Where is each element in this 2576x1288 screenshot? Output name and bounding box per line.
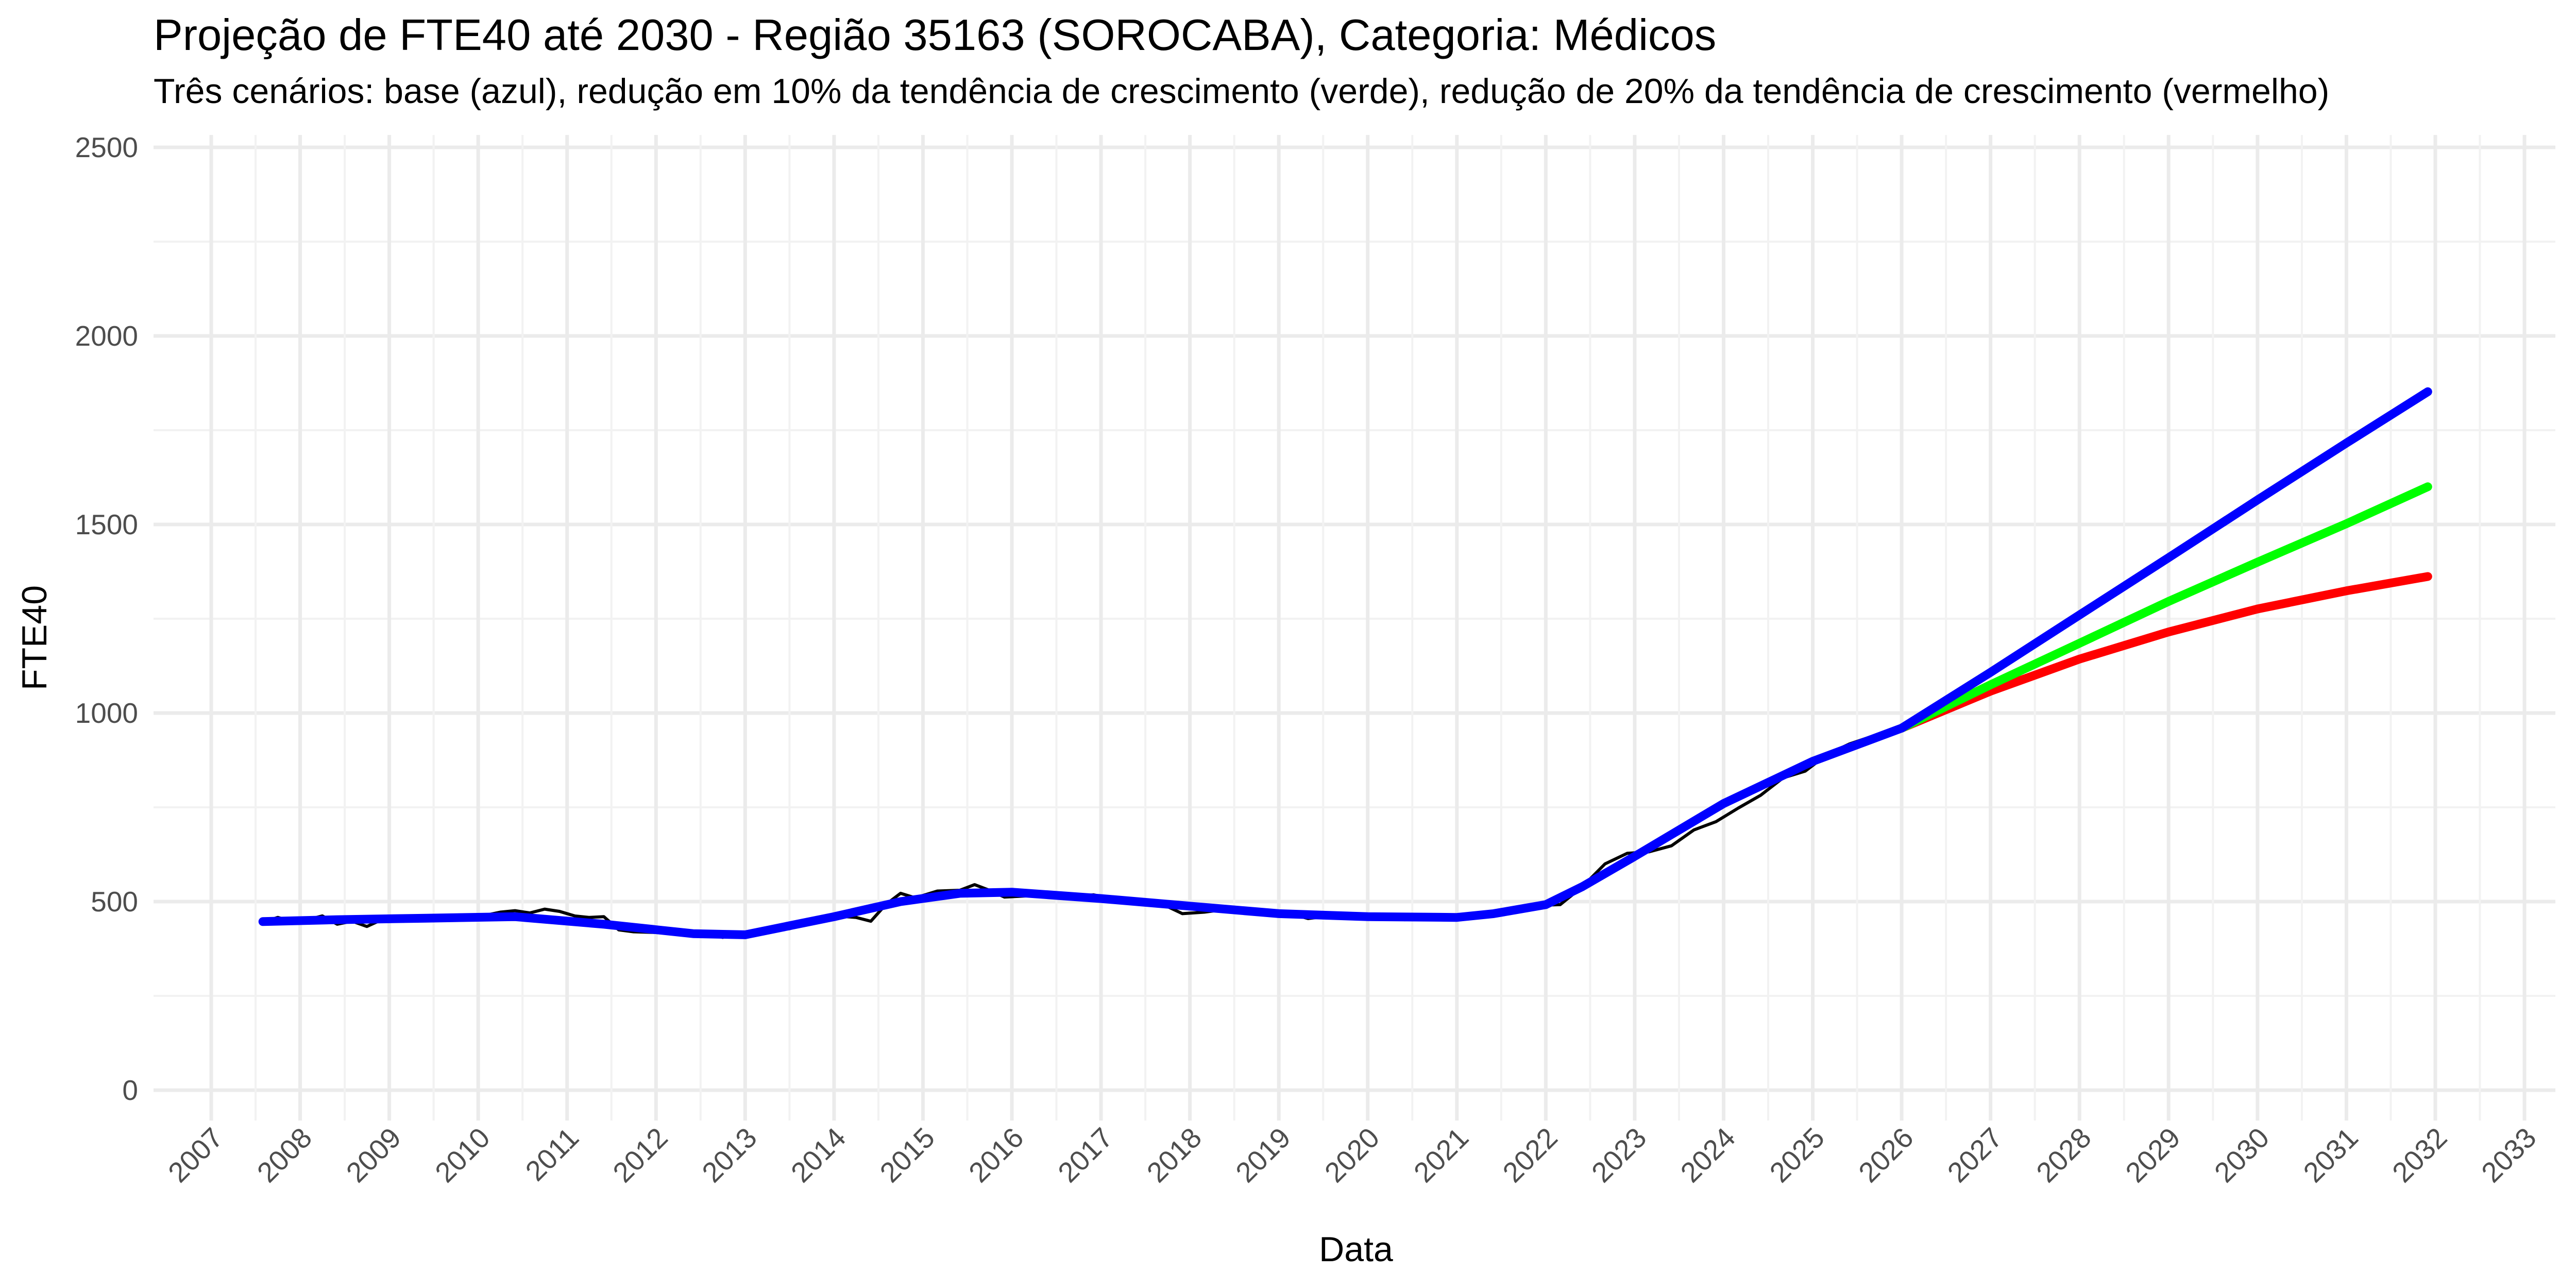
- x-tick-label: 2015: [874, 1122, 941, 1189]
- x-tick-label: 2032: [2386, 1122, 2453, 1189]
- series-line-azul: [258, 387, 2432, 939]
- series-line-observed: [261, 726, 1904, 939]
- x-tick-label: 2013: [696, 1122, 762, 1189]
- x-tick-label: 2022: [1497, 1122, 1564, 1189]
- x-tick-label: 2031: [2297, 1122, 2364, 1189]
- chart-title: Projeção de FTE40 até 2030 - Região 3516…: [154, 11, 1717, 60]
- series-line-verde: [1897, 482, 2432, 733]
- x-tick-label: 2023: [1585, 1122, 1652, 1189]
- y-tick-label: 0: [122, 1074, 138, 1106]
- y-axis-title: FTE40: [15, 585, 54, 690]
- y-tick-label: 1500: [75, 509, 138, 540]
- y-tick-labels: 0 500 1000 1500 2000 2500: [75, 131, 138, 1106]
- chart-subtitle: Três cenários: base (azul), redução em 1…: [154, 72, 2330, 111]
- x-tick-label: 2017: [1052, 1122, 1118, 1189]
- x-tick-label: 2009: [340, 1122, 407, 1189]
- x-tick-label: 2029: [2119, 1122, 2186, 1189]
- x-tick-label: 2025: [1764, 1122, 1831, 1189]
- gridlines: [154, 135, 2555, 1121]
- y-tick-label: 2500: [75, 131, 138, 163]
- x-tick-label: 2018: [1141, 1122, 1208, 1189]
- x-tick-label: 2030: [2208, 1122, 2275, 1189]
- y-tick-label: 500: [91, 886, 138, 918]
- x-tick-label: 2024: [1674, 1122, 1741, 1189]
- series-line-vermelho: [1897, 572, 2432, 733]
- x-tick-labels: 2007 2008 2009 2010 2011 2012 2013 2014 2015 2016…: [162, 1122, 2542, 1189]
- x-tick-label: 2007: [162, 1122, 229, 1189]
- x-tick-label: 2010: [429, 1122, 496, 1189]
- x-tick-label: 2021: [1408, 1122, 1475, 1189]
- x-tick-label: 2012: [606, 1122, 673, 1189]
- x-tick-label: 2033: [2475, 1122, 2542, 1189]
- y-tick-label: 1000: [75, 697, 138, 729]
- x-tick-label: 2014: [785, 1122, 852, 1189]
- x-tick-label: 2026: [1852, 1122, 1919, 1189]
- x-tick-label: 2011: [519, 1122, 585, 1187]
- x-tick-label: 2027: [1941, 1122, 2008, 1189]
- x-tick-label: 2020: [1318, 1122, 1385, 1189]
- x-tick-label: 2019: [1229, 1122, 1296, 1189]
- x-axis-title: Data: [1319, 1230, 1393, 1269]
- y-tick-label: 2000: [75, 320, 138, 352]
- x-tick-label: 2008: [251, 1122, 318, 1189]
- x-tick-label: 2016: [962, 1122, 1029, 1189]
- x-tick-label: 2028: [2030, 1122, 2097, 1189]
- series-layer: [258, 387, 2432, 939]
